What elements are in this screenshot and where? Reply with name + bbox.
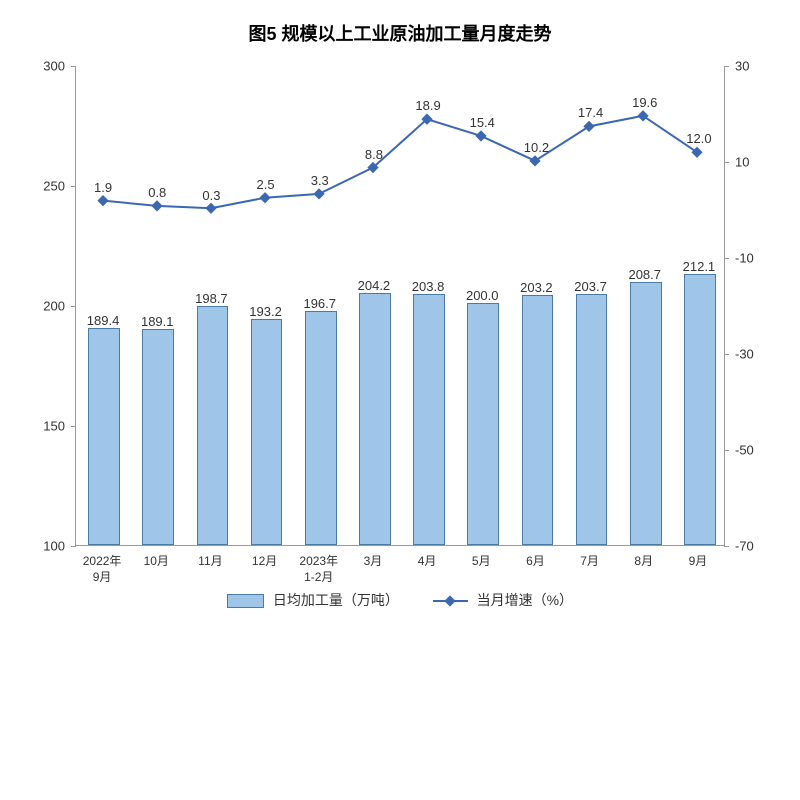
y-right-tick: -30 — [735, 347, 775, 362]
legend: 日均加工量（万吨） 当月增速（%） — [30, 590, 770, 610]
y-right-tick: 10 — [735, 155, 775, 170]
bar-value-label: 203.2 — [520, 280, 553, 295]
y-right-tick: 30 — [735, 59, 775, 74]
line-value-label: 10.2 — [524, 140, 549, 155]
x-axis-label: 11月 — [198, 554, 222, 570]
line-value-label: 19.6 — [632, 95, 657, 110]
x-axis-label: 12月 — [252, 554, 277, 570]
labels-layer: 189.4 189.1 198.7 193.2 196.7 204.2 203.8 200.0… — [76, 66, 724, 545]
line-value-label: 3.3 — [311, 173, 329, 188]
legend-item-bar: 日均加工量（万吨） — [227, 590, 399, 610]
bar-value-label: 193.2 — [249, 304, 282, 319]
y-right-tick: -70 — [735, 539, 775, 554]
bar-value-label: 203.7 — [574, 279, 607, 294]
bar-value-label: 208.7 — [628, 267, 661, 282]
plot-area: 100150200250300 -70-50-30-101030 189.418… — [30, 66, 770, 546]
chart-inner: 189.4 189.1 198.7 193.2 196.7 204.2 203.8 200.0… — [75, 66, 725, 546]
line-value-label: 0.8 — [148, 185, 166, 200]
bar-value-label: 196.7 — [303, 296, 336, 311]
y-right-tick: -10 — [735, 251, 775, 266]
line-value-label: 15.4 — [470, 115, 495, 130]
line-value-label: 8.8 — [365, 147, 383, 162]
x-axis-label: 10月 — [144, 554, 169, 570]
y-axis-right: -70-50-30-101030 — [730, 66, 770, 546]
line-value-label: 12.0 — [686, 131, 711, 146]
line-value-label: 1.9 — [94, 180, 112, 195]
line-value-label: 2.5 — [257, 177, 275, 192]
bar-value-label: 203.8 — [412, 279, 445, 294]
line-value-label: 17.4 — [578, 105, 603, 120]
y-left-tick: 300 — [25, 59, 65, 74]
x-axis-label: 8月 — [634, 554, 653, 570]
bar-value-label: 212.1 — [683, 259, 716, 274]
legend-bar-label: 日均加工量（万吨） — [273, 592, 399, 608]
y-axis-left: 100150200250300 — [30, 66, 70, 546]
legend-bar-swatch — [227, 594, 264, 608]
bar-value-label: 204.2 — [358, 278, 391, 293]
bar-value-label: 189.4 — [87, 313, 120, 328]
bar-value-label: 189.1 — [141, 314, 174, 329]
y-right-tick: -50 — [735, 443, 775, 458]
x-axis-label: 6月 — [526, 554, 545, 570]
legend-item-line: 当月增速（%） — [433, 590, 573, 610]
chart-container: 图5 规模以上工业原油加工量月度走势 100150200250300 -70-5… — [30, 20, 770, 620]
x-axis-label: 9月 — [689, 554, 708, 570]
y-left-tick: 250 — [25, 179, 65, 194]
x-axis-label: 4月 — [418, 554, 437, 570]
y-left-tick: 100 — [25, 539, 65, 554]
y-left-tick: 200 — [25, 299, 65, 314]
line-value-label: 0.3 — [202, 188, 220, 203]
x-axis-label: 5月 — [472, 554, 491, 570]
chart-title: 图5 规模以上工业原油加工量月度走势 — [30, 20, 770, 46]
y-left-tick: 150 — [25, 419, 65, 434]
legend-line-swatch — [433, 600, 468, 602]
bar-value-label: 198.7 — [195, 291, 228, 306]
x-axis-label: 2023年1-2月 — [299, 554, 338, 585]
bar-value-label: 200.0 — [466, 288, 499, 303]
x-axis-label: 3月 — [364, 554, 383, 570]
legend-line-label: 当月增速（%） — [477, 592, 573, 608]
line-value-label: 18.9 — [415, 98, 440, 113]
x-axis-label: 7月 — [580, 554, 599, 570]
x-axis-label: 2022年9月 — [83, 554, 122, 585]
